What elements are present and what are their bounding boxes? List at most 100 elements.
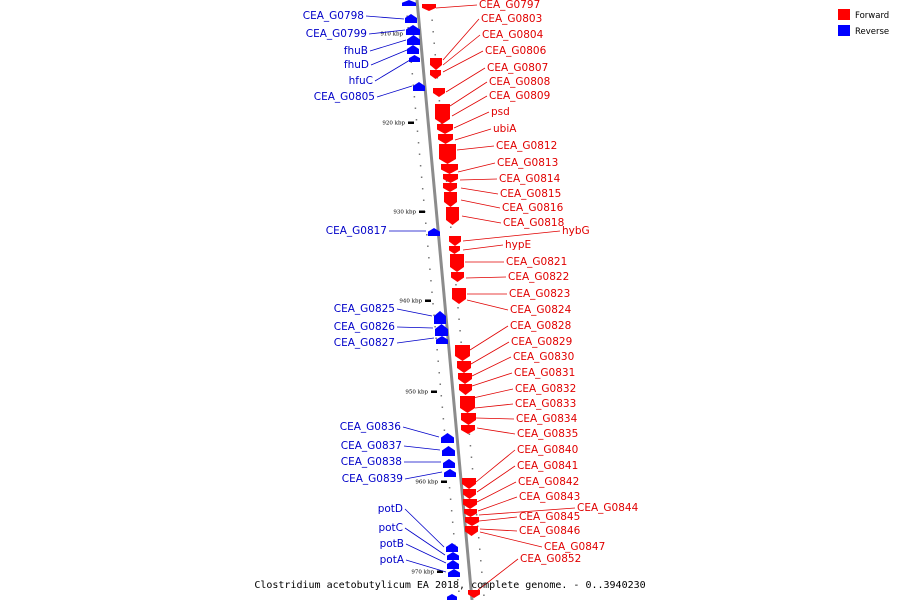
forward-gene-label: CEA_G0808 xyxy=(489,76,550,88)
minor-tick xyxy=(422,199,425,201)
reverse-gene-arrow xyxy=(407,45,419,54)
kbp-tick-mark xyxy=(408,121,414,124)
minor-tick xyxy=(436,349,438,351)
forward-gene-arrow xyxy=(463,499,477,509)
minor-tick xyxy=(412,84,415,86)
reverse-gene-arrow xyxy=(407,35,420,45)
forward-gene-label: CEA_G0797 xyxy=(479,0,540,11)
forward-gene-arrow xyxy=(430,70,441,79)
forward-gene-arrow xyxy=(462,478,476,489)
minor-tick xyxy=(435,337,437,339)
forward-gene-arrow xyxy=(450,254,464,272)
label-leader-lines xyxy=(365,4,576,591)
reverse-gene-arrow xyxy=(441,433,454,443)
minor-tick xyxy=(433,42,435,44)
kbp-tick-label: 960 kbp xyxy=(415,480,438,486)
minor-tick xyxy=(458,590,460,592)
forward-gene-label: CEA_G0847 xyxy=(544,541,605,553)
forward-gene-label: CEA_G0816 xyxy=(502,202,564,214)
kbp-tick-mark xyxy=(419,210,425,213)
minor-tick xyxy=(443,429,446,431)
leader-line xyxy=(376,85,413,98)
minor-tick xyxy=(458,318,460,320)
reverse-gene-label: CEA_G0838 xyxy=(341,456,402,468)
forward-gene-label: CEA_G0831 xyxy=(514,367,575,379)
legend-forward-label: Forward xyxy=(855,11,889,21)
forward-gene-arrow xyxy=(449,246,460,254)
leader-line xyxy=(404,508,445,548)
forward-gene-arrow xyxy=(455,345,470,361)
minor-tick xyxy=(432,31,434,33)
minor-tick xyxy=(410,61,413,63)
forward-gene-label: CEA_G0813 xyxy=(497,157,558,169)
leader-line xyxy=(365,15,405,20)
reverse-gene-arrow xyxy=(447,560,459,569)
minor-tick xyxy=(452,533,455,535)
reverse-gene-label: potA xyxy=(380,554,405,566)
forward-gene-label: CEA_G0834 xyxy=(516,413,578,425)
forward-gene-label: CEA_G0842 xyxy=(518,476,579,488)
minor-tick xyxy=(457,579,459,581)
kbp-tick-label: 940 kbp xyxy=(399,299,422,305)
leader-line xyxy=(402,426,440,438)
leader-line xyxy=(405,559,447,573)
forward-gene-label: psd xyxy=(491,106,510,118)
minor-tick xyxy=(429,268,431,270)
leader-line xyxy=(459,178,498,181)
forward-gene-arrow xyxy=(457,361,471,373)
reverse-gene-arrow xyxy=(447,552,459,560)
forward-gene-arrow xyxy=(460,396,475,413)
legend: Forward Reverse xyxy=(838,9,889,37)
leader-line xyxy=(454,128,492,141)
forward-gene-label: CEA_G0812 xyxy=(496,140,557,152)
reverse-gene-arrow xyxy=(405,14,417,23)
forward-gene-arrow xyxy=(458,373,472,384)
forward-gene-label: CEA_G0843 xyxy=(519,491,580,503)
genome-caption: Clostridium acetobutylicum EA 2018, comp… xyxy=(254,580,645,591)
forward-gene-label: CEA_G0841 xyxy=(517,460,578,472)
leader-line xyxy=(396,308,433,317)
minor-tick xyxy=(482,583,484,585)
forward-gene-label: CEA_G0809 xyxy=(489,90,550,102)
minor-tick xyxy=(411,73,414,75)
leader-line xyxy=(370,49,408,66)
leader-line xyxy=(466,299,509,311)
gene-arrows xyxy=(402,0,480,600)
minor-tick xyxy=(480,560,482,562)
forward-gene-label: CEA_G0803 xyxy=(481,13,542,25)
leader-line xyxy=(396,326,434,329)
leader-line xyxy=(479,528,518,532)
leader-line xyxy=(457,162,496,173)
leader-line xyxy=(462,230,561,242)
forward-gene-label: hybG xyxy=(562,225,590,237)
forward-gene-label: CEA_G0830 xyxy=(513,351,574,363)
leader-line xyxy=(404,527,446,556)
minor-tick xyxy=(413,96,416,98)
reverse-gene-label: CEA_G0839 xyxy=(342,473,403,485)
leader-line xyxy=(476,465,516,493)
minor-tick xyxy=(428,257,430,259)
forward-gene-label: CEA_G0821 xyxy=(506,256,567,268)
reverse-gene-label: CEA_G0827 xyxy=(334,337,395,349)
minor-tick xyxy=(438,100,441,102)
forward-gene-label: hypE xyxy=(505,239,531,251)
reverse-gene-label: fhuD xyxy=(344,59,369,71)
minor-tick xyxy=(434,326,436,328)
legend-reverse-swatch xyxy=(838,25,850,36)
minor-tick xyxy=(441,406,444,408)
forward-gene-arrow xyxy=(465,526,478,536)
forward-gene-label: CEA_G0818 xyxy=(503,217,564,229)
forward-gene-label: CEA_G0804 xyxy=(482,29,544,41)
minor-tick xyxy=(455,284,457,286)
leader-line xyxy=(374,59,411,82)
minor-tick xyxy=(434,54,436,56)
reverse-gene-arrow xyxy=(446,543,458,552)
leader-line xyxy=(460,187,499,195)
forward-gene-arrow xyxy=(452,288,466,304)
forward-gene-label: CEA_G0822 xyxy=(508,271,569,283)
minor-tick xyxy=(417,142,420,144)
leader-line xyxy=(462,244,504,251)
forward-gene-label: CEA_G0845 xyxy=(519,511,580,523)
minor-tick xyxy=(406,15,408,17)
